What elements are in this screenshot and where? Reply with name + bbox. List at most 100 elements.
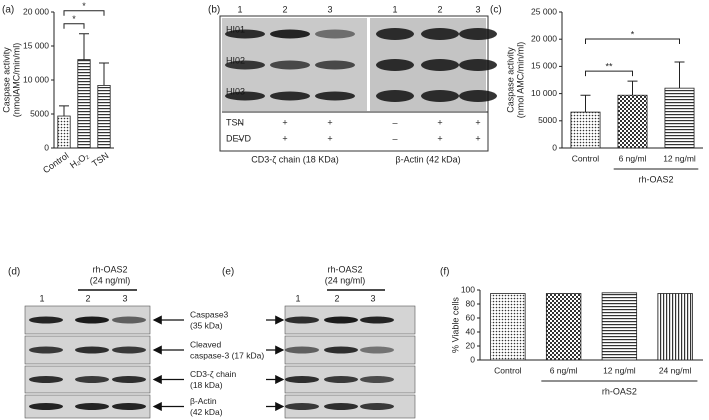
- blot-band: [270, 60, 310, 70]
- y-tick-label: 15 000: [23, 40, 49, 50]
- bar: [490, 293, 526, 361]
- blot-band: [29, 316, 63, 324]
- treatment-label: TSN: [226, 117, 244, 127]
- treatment-label: DEVD: [226, 133, 252, 143]
- blot-band: [29, 376, 63, 383]
- blot-frame: [219, 15, 489, 152]
- blot-band: [421, 28, 459, 40]
- y-tick-label: 15 000: [531, 61, 557, 71]
- bar: [664, 87, 695, 149]
- significance-label: *: [72, 14, 76, 24]
- error-bar: [79, 33, 89, 60]
- treatment-mark: +: [327, 117, 332, 127]
- lane-number: 1: [237, 4, 242, 14]
- blot-band: [75, 403, 109, 410]
- x-tick-label: Control: [572, 153, 600, 163]
- band-label: (35 kDa): [190, 320, 223, 330]
- y-tick-label: 10 000: [531, 88, 557, 98]
- y-axis-label: % Viable cells: [450, 297, 460, 353]
- bar: [657, 293, 693, 361]
- blot-band: [324, 316, 358, 324]
- blot-caption: β-Actin (42 kDa): [395, 154, 460, 164]
- y-axis-label: (nmolAMC/min/ml): [11, 43, 21, 118]
- x-tick-label: 24 ng/ml: [659, 365, 692, 375]
- significance-label: **: [605, 61, 613, 71]
- blot-band: [285, 346, 319, 354]
- y-axis-label: Caspase activity: [505, 47, 515, 113]
- lane-number: 3: [327, 4, 332, 14]
- error-bar: [580, 94, 591, 113]
- y-tick-label: 20: [466, 340, 476, 350]
- band-label: Cleaved: [190, 339, 221, 349]
- treatment-mark: –: [392, 117, 397, 127]
- x-tick-label: Control: [41, 150, 71, 175]
- blot-band: [285, 403, 319, 410]
- significance-bracket: [585, 38, 680, 45]
- blot-band: [324, 403, 358, 410]
- significance-bracket: [63, 10, 105, 16]
- blot-band: [112, 376, 146, 383]
- y-tick-label: 0: [44, 142, 49, 152]
- lane-number: 2: [334, 293, 339, 303]
- band-label: β-Actin: [190, 396, 217, 406]
- bar: [601, 292, 638, 361]
- panel-label: (e): [222, 267, 234, 278]
- y-axis-label: (nmol AMC/min/ml): [515, 42, 525, 119]
- x-tick-label: H₂O₂: [68, 150, 91, 170]
- lane-number: 2: [282, 4, 287, 14]
- row-label: HI01: [226, 24, 245, 34]
- bar: [57, 115, 71, 149]
- row-label: HI03: [226, 86, 245, 96]
- row-label: HI02: [226, 55, 245, 65]
- error-bar: [627, 80, 638, 96]
- treatment-mark: +: [282, 117, 287, 127]
- panel-label: (a): [2, 5, 14, 16]
- blot-band: [315, 29, 355, 39]
- treatment-mark: +: [437, 133, 442, 143]
- band-label: CD3-ζ chain: [190, 369, 237, 379]
- treatment-mark: +: [282, 133, 287, 143]
- error-bar: [674, 61, 685, 89]
- treatment-mark: +: [475, 133, 480, 143]
- lane-number: 2: [437, 4, 442, 14]
- bar: [570, 111, 601, 149]
- bar: [545, 293, 582, 361]
- blot-band: [324, 376, 358, 383]
- x-tick-label: Control: [494, 365, 522, 375]
- blot-band: [270, 91, 310, 101]
- significance-bracket: [63, 23, 85, 29]
- blot-band: [360, 403, 394, 410]
- lane-number: 1: [295, 293, 300, 303]
- significance-label: *: [82, 1, 86, 11]
- x-tick-label: 12 ng/ml: [663, 153, 696, 163]
- blot-band: [315, 91, 355, 101]
- group-label: rh-OAS2: [602, 386, 637, 396]
- x-tick-label: 6 ng/ml: [619, 153, 647, 163]
- treatment-header: rh-OAS2: [92, 264, 127, 274]
- treatment-mark: +: [475, 117, 480, 127]
- blot-band: [376, 28, 414, 40]
- blot-band: [75, 316, 109, 324]
- bar: [617, 94, 648, 149]
- y-tick-label: 10 000: [23, 74, 49, 84]
- x-tick-label: TSN: [90, 150, 110, 169]
- y-axis-label: Caspase activity: [1, 47, 11, 113]
- lane-number: 3: [122, 293, 127, 303]
- blot-band: [376, 59, 414, 71]
- panel-label: (c): [490, 5, 502, 16]
- group-label: rh-OAS2: [638, 174, 673, 184]
- blot-band: [112, 346, 146, 354]
- y-tick-label: 100: [461, 284, 475, 294]
- error-bar: [59, 105, 69, 117]
- treatment-header: (24 ng/ml): [90, 275, 131, 285]
- blot-band: [112, 316, 146, 324]
- bar: [77, 59, 91, 149]
- y-tick-label: 0: [470, 354, 475, 364]
- blot-band: [360, 346, 394, 354]
- band-label: (42 kDa): [190, 407, 223, 417]
- blot-band: [421, 90, 459, 102]
- panel-label: (d): [8, 267, 20, 278]
- treatment-mark: +: [437, 117, 442, 127]
- panel-label: (f): [440, 267, 449, 278]
- blot-band: [324, 346, 358, 354]
